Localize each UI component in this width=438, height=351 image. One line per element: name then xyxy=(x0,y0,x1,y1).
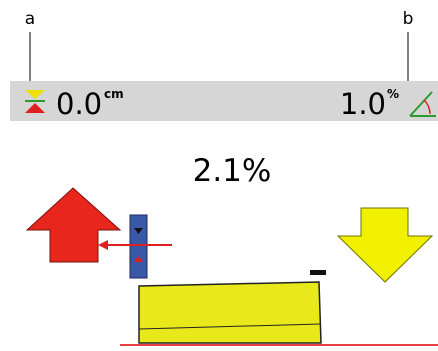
slope-unit: % xyxy=(387,87,399,101)
callout-label: a xyxy=(25,9,35,29)
depth-unit: cm xyxy=(104,87,124,101)
screen: a b 0.0 cm 1.0 % 2.1% xyxy=(0,0,438,347)
callout-label: b xyxy=(403,9,414,29)
blade xyxy=(139,270,326,343)
raise-arrow xyxy=(27,188,120,262)
depth-value: 0.0 xyxy=(56,87,102,121)
lower-arrow xyxy=(338,208,432,282)
slope-reading: 2.1% xyxy=(193,153,272,189)
slope-value: 1.0 xyxy=(340,87,386,121)
page: a b 0.0 cm 1.0 % 2.1% (() => { const dat… xyxy=(0,0,438,347)
